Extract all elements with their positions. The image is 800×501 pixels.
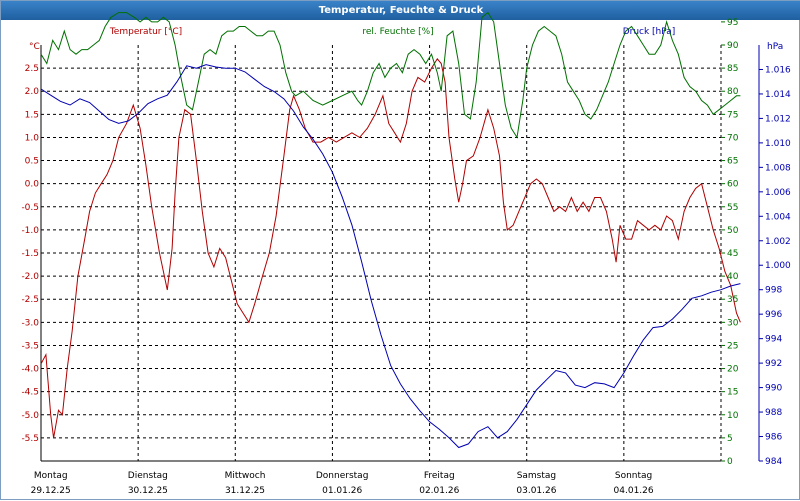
temp-tick-label: 1.0: [25, 133, 40, 143]
temp-axis-header: Temperatur [°C]: [109, 27, 182, 37]
humidity-series-line: [40, 11, 741, 139]
date-label: 29.12.25: [31, 486, 71, 496]
temp-tick-label: 0.5: [25, 157, 39, 167]
window-title: Temperatur, Feuchte & Druck: [1, 1, 800, 20]
pressure-tick-label: 1.016: [765, 65, 791, 75]
pressure-tick-label: 990: [765, 384, 782, 394]
date-label: 02.01.26: [419, 486, 459, 496]
temp-tick-label: -1.5: [21, 249, 39, 259]
pressure-tick-label: 1.008: [765, 163, 791, 173]
date-label: 04.01.26: [614, 486, 654, 496]
humidity-tick-label: 55: [727, 203, 738, 213]
temperature-series-line: [40, 58, 741, 438]
temp-unit-label: °C: [29, 42, 40, 52]
temp-tick-label: 0.0: [25, 180, 40, 190]
pressure-tick-label: 1.002: [765, 237, 791, 247]
date-label: 03.01.26: [516, 486, 556, 496]
date-label: 01.01.26: [322, 486, 362, 496]
temp-tick-label: -1.0: [21, 226, 39, 236]
temp-tick-label: -5.0: [21, 411, 39, 421]
pressure-tick-label: 1.010: [765, 139, 791, 149]
temp-tick-label: 2.0: [25, 87, 40, 97]
day-label: Montag: [34, 471, 68, 481]
pressure-tick-label: 1.000: [765, 261, 791, 271]
humidity-tick-label: 90: [727, 41, 739, 51]
pressure-tick-label: 998: [765, 286, 782, 296]
day-label: Mittwoch: [225, 471, 266, 481]
pressure-tick-label: 1.004: [765, 212, 791, 222]
pressure-tick-label: 1.006: [765, 188, 791, 198]
humidity-tick-label: 0: [727, 457, 733, 467]
day-label: Donnerstag: [316, 471, 369, 481]
humidity-tick-label: 75: [727, 110, 738, 120]
humidity-tick-label: 30: [727, 318, 739, 328]
temp-tick-label: -3.0: [21, 318, 39, 328]
humidity-tick-label: 70: [727, 133, 739, 143]
humidity-tick-label: 80: [727, 87, 739, 97]
temp-tick-label: 2.5: [25, 64, 39, 74]
day-label: Sonntag: [615, 471, 652, 481]
day-label: Dienstag: [128, 471, 168, 481]
humidity-tick-label: 25: [727, 341, 738, 351]
humidity-tick-label: 20: [727, 365, 739, 375]
day-label: Freitag: [424, 471, 455, 481]
humidity-tick-label: 45: [727, 249, 738, 259]
humidity-tick-label: 35: [727, 295, 738, 305]
temp-tick-label: -4.5: [21, 388, 39, 398]
temp-tick-label: -3.5: [21, 341, 39, 351]
humidity-tick-label: 65: [727, 157, 738, 167]
temp-tick-label: -2.5: [21, 295, 39, 305]
pressure-tick-label: 986: [765, 433, 782, 443]
temp-tick-label: -0.5: [21, 203, 39, 213]
temp-tick-label: -5.5: [21, 434, 39, 444]
humidity-tick-label: 50: [727, 226, 739, 236]
pressure-tick-label: 1.014: [765, 90, 791, 100]
humidity-tick-label: 95: [727, 18, 738, 28]
humidity-tick-label: 5: [727, 434, 733, 444]
humidity-tick-label: 40: [727, 272, 739, 282]
temp-tick-label: -4.0: [21, 365, 39, 375]
humidity-tick-label: 10: [727, 411, 739, 421]
day-label: Samstag: [517, 471, 556, 481]
pressure-tick-label: 1.012: [765, 114, 791, 124]
pressure-tick-label: 996: [765, 310, 782, 320]
pressure-tick-label: 984: [765, 457, 782, 467]
humidity-tick-label: 15: [727, 388, 738, 398]
date-label: 30.12.25: [128, 486, 168, 496]
humidity-axis-header: rel. Feuchte [%]: [362, 27, 433, 37]
humidity-tick-label: 60: [727, 180, 739, 190]
temp-tick-label: -2.0: [21, 272, 39, 282]
pressure-tick-label: 994: [765, 335, 782, 345]
temp-tick-label: 1.5: [25, 110, 39, 120]
humidity-tick-label: 85: [727, 64, 738, 74]
pressure-series-line: [40, 64, 741, 449]
pressure-tick-label: 988: [765, 408, 782, 418]
date-label: 31.12.25: [225, 486, 265, 496]
pressure-unit-label: hPa: [767, 42, 783, 52]
pressure-tick-label: 992: [765, 359, 782, 369]
pressure-axis-header: Druck [hPa]: [623, 27, 676, 37]
